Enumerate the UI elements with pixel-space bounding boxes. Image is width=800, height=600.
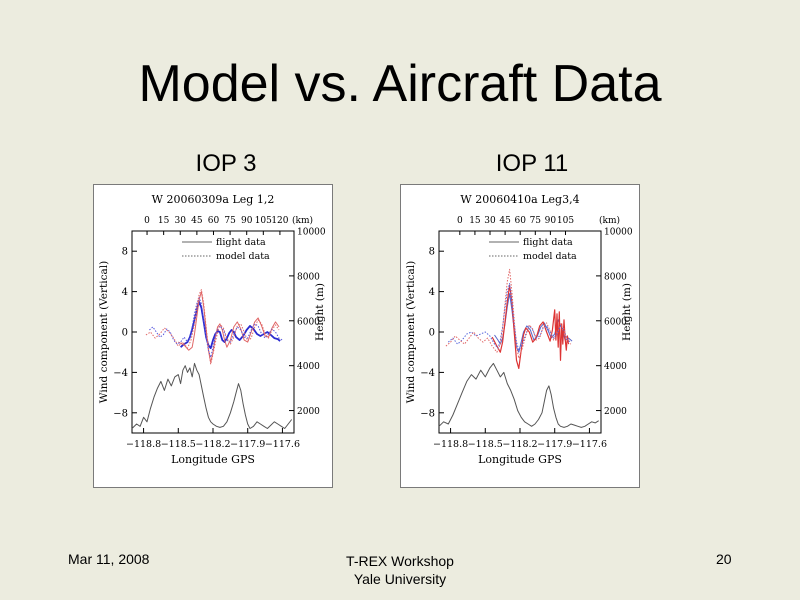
chart-panel-iop11: W 20060410a Leg3,4 0 15 30 45 60 75 90 105 (km) −1… [400, 184, 640, 488]
top-tick-label: 45 [499, 216, 511, 226]
panel-label-left: IOP 3 [195, 150, 257, 177]
y-axis-label: Wind component (Vertical) [98, 261, 110, 403]
top-tick-label: 105 [255, 216, 272, 226]
y2-tick-label: 6000 [604, 317, 627, 327]
top-tick-label: 15 [158, 216, 170, 226]
x-axis-label: Longitude GPS [478, 453, 562, 466]
top-tick-label: 90 [241, 216, 253, 226]
chart-iop11: W 20060410a Leg3,4 0 15 30 45 60 75 90 105 (km) −1… [405, 193, 633, 466]
series-line-4 [131, 362, 293, 429]
top-tick-label: 45 [191, 216, 203, 226]
legend-label: model data [216, 251, 270, 262]
top-tick-label: 120 [271, 216, 288, 226]
series-line-1 [491, 284, 570, 369]
y-tick-label: 0 [122, 328, 128, 339]
top-tick-label: 75 [530, 216, 542, 226]
series-line-4 [438, 362, 599, 428]
y-tick-label: 0 [429, 328, 435, 339]
slide-title: Model vs. Aircraft Data [138, 55, 662, 113]
series-line-3 [145, 289, 280, 365]
x-tick-label: −118.2 [502, 439, 537, 450]
x-tick-label: −118.8 [126, 439, 161, 450]
x-tick-label: −118.8 [433, 439, 468, 450]
top-tick-label: 60 [208, 216, 220, 226]
y2-tick-label: 10000 [297, 228, 326, 238]
x-tick-label: −117.6 [572, 439, 607, 450]
x-tick-label: −117.6 [265, 439, 300, 450]
y2-axis-label: Height (m) [314, 283, 326, 341]
top-tick-label: 30 [484, 216, 496, 226]
y2-tick-label: 4000 [297, 362, 320, 372]
y2-tick-label: 6000 [297, 317, 320, 327]
top-tick-label: 30 [175, 216, 187, 226]
y-axis-label: Wind component (Vertical) [405, 261, 417, 403]
y2-tick-label: 4000 [604, 362, 627, 372]
y2-tick-label: 10000 [604, 228, 633, 238]
y-tick-label: 4 [122, 287, 128, 298]
y-tick-label: −8 [113, 408, 128, 419]
footer-event-line1: T-REX Workshop [346, 553, 454, 569]
y-tick-label: 8 [122, 247, 128, 258]
series-line-1 [178, 291, 280, 363]
footer-page-number: 20 [716, 551, 732, 567]
y-tick-label: 8 [429, 247, 435, 258]
footer-event-line2: Yale University [353, 571, 447, 587]
chart-iop3: W 20060309a Leg 1,20 15 30 45 60 75 90 105 120 (k… [98, 193, 326, 466]
y2-tick-label: 2000 [297, 407, 320, 417]
top-tick-label: 90 [545, 216, 557, 226]
y2-tick-label: 8000 [297, 272, 320, 282]
y-tick-label: −8 [420, 408, 435, 419]
footer-date: Mar 11, 2008 [68, 551, 150, 567]
legend-label: flight data [216, 237, 266, 248]
top-axis-unit: (km) [599, 215, 620, 226]
top-tick-label: 105 [557, 216, 574, 226]
top-axis-unit: (km) [292, 215, 313, 226]
legend-label: flight data [523, 237, 573, 248]
legend-label: model data [523, 251, 577, 262]
y2-tick-label: 2000 [604, 407, 627, 417]
x-axis-label: Longitude GPS [171, 453, 255, 466]
x-tick-label: −118.2 [195, 439, 230, 450]
x-tick-label: −117.9 [230, 439, 265, 450]
y-tick-label: 4 [429, 287, 435, 298]
chart-panel-iop3: W 20060309a Leg 1,2 0 15 30 45 60 75 90 105 120 (k… [93, 184, 333, 488]
x-tick-label: −118.5 [161, 439, 196, 450]
top-tick-label: 75 [224, 216, 236, 226]
panel-label-right: IOP 11 [495, 150, 569, 177]
y-tick-label: −4 [420, 368, 435, 379]
chart-title: W 20060309a Leg 1,2 [152, 193, 275, 206]
x-tick-label: −118.5 [468, 439, 503, 450]
series-line-3 [445, 268, 572, 359]
chart-title: W 20060410a Leg3,4 [460, 193, 579, 206]
top-tick-label: 0 [457, 216, 463, 226]
top-tick-label: 15 [469, 216, 481, 226]
y-tick-label: −4 [113, 368, 128, 379]
top-tick-label: 0 [144, 216, 150, 226]
x-tick-label: −117.9 [537, 439, 572, 450]
y2-axis-label: Height (m) [621, 283, 633, 341]
top-tick-label: 60 [514, 216, 526, 226]
y2-tick-label: 8000 [604, 272, 627, 282]
footer-event: T-REX Workshop Yale University [300, 552, 500, 588]
